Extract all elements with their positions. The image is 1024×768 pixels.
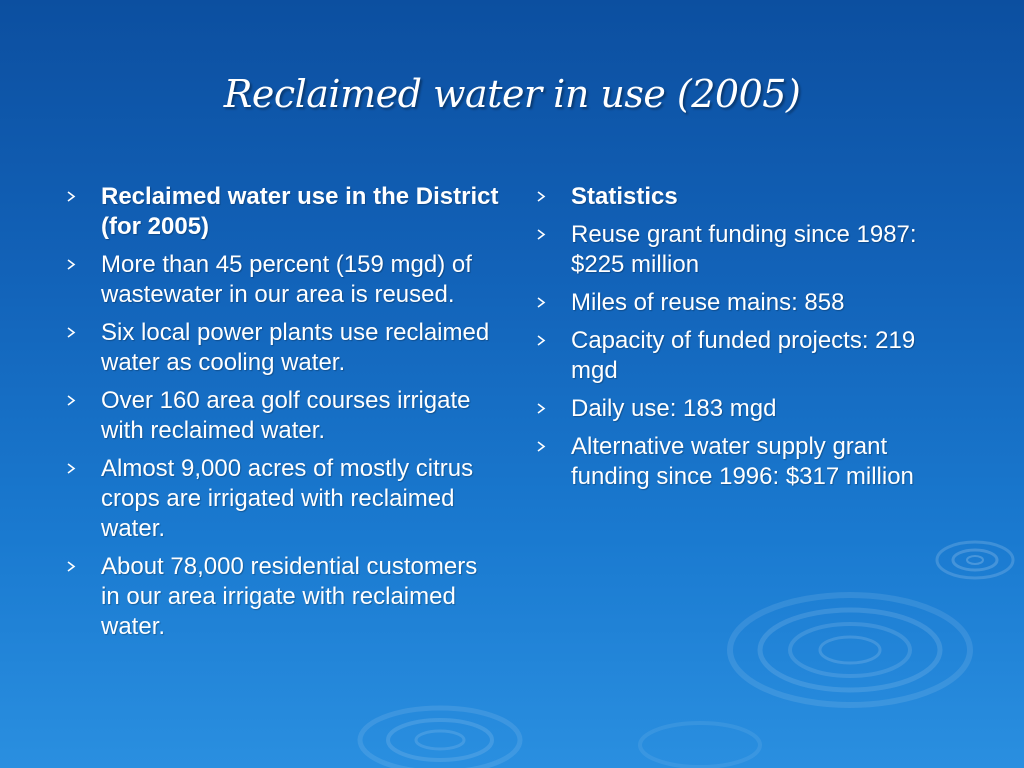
right-bullet-text: Reuse grant funding since 1987: $225 mil… [571, 221, 917, 278]
left-bullet-item: Almost 9,000 acres of mostly citrus crop… [64, 454, 500, 544]
slide-title: Reclaimed water in use (2005) [223, 72, 801, 116]
right-bullet-item: Reuse grant funding since 1987: $225 mil… [534, 220, 954, 280]
right-bullet-item: Daily use: 183 mgd [534, 394, 954, 424]
right-bullet-text: Daily use: 183 mgd [571, 395, 777, 422]
left-bullet-text: More than 45 percent (159 mgd) of wastew… [101, 251, 472, 308]
right-bullet-text: Miles of reuse mains: 858 [571, 289, 845, 316]
right-bullet-list: Statistics Reuse grant funding since 1987… [534, 182, 954, 500]
left-bullet-text: Almost 9,000 acres of mostly citrus crop… [101, 455, 474, 542]
right-bullet-text: Statistics [571, 183, 678, 210]
chevron-right-icon [67, 395, 76, 406]
chevron-right-icon [537, 229, 546, 240]
left-bullet-text: Over 160 area golf courses irrigate with… [101, 387, 471, 444]
chevron-right-icon [67, 191, 76, 202]
left-bullet-item: About 78,000 residential customers in ou… [64, 552, 500, 642]
chevron-right-icon [67, 561, 76, 572]
chevron-right-icon [537, 403, 546, 414]
chevron-right-icon [537, 335, 546, 346]
chevron-right-icon [67, 327, 76, 338]
right-bullet-item: Capacity of funded projects: 219 mgd [534, 326, 954, 386]
left-bullet-text: About 78,000 residential customers in ou… [101, 553, 478, 640]
chevron-right-icon [67, 463, 76, 474]
left-bullet-item: Reclaimed water use in the District (for… [64, 182, 500, 242]
chevron-right-icon [67, 259, 76, 270]
right-bullet-text: Alternative water supply grant funding s… [571, 433, 914, 490]
left-bullet-item: More than 45 percent (159 mgd) of wastew… [64, 250, 500, 310]
chevron-right-icon [537, 441, 546, 452]
chevron-right-icon [537, 191, 546, 202]
left-bullet-item: Six local power plants use reclaimed wat… [64, 318, 500, 378]
right-bullet-item: Miles of reuse mains: 858 [534, 288, 954, 318]
right-bullet-item: Statistics [534, 182, 954, 212]
right-bullet-text: Capacity of funded projects: 219 mgd [571, 327, 916, 384]
left-bullet-text: Six local power plants use reclaimed wat… [101, 319, 490, 376]
left-bullet-item: Over 160 area golf courses irrigate with… [64, 386, 500, 446]
left-bullet-list: Reclaimed water use in the District (for… [64, 182, 500, 650]
right-bullet-item: Alternative water supply grant funding s… [534, 432, 954, 492]
left-bullet-text: Reclaimed water use in the District (for… [101, 183, 499, 240]
chevron-right-icon [537, 297, 546, 308]
